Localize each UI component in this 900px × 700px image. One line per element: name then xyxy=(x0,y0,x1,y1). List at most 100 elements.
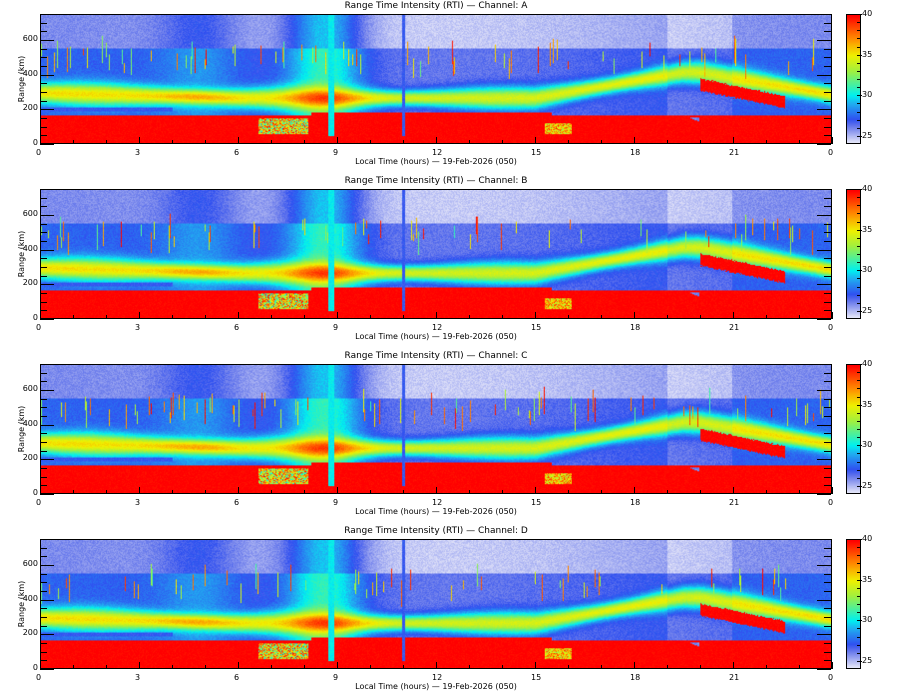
y-tick xyxy=(824,206,831,208)
colorbar-tick xyxy=(857,229,862,231)
x-tick-label: 6 xyxy=(234,323,240,332)
x-tick xyxy=(502,140,503,144)
x-tick xyxy=(733,487,734,494)
colorbar-tick xyxy=(857,372,860,374)
colorbar-tick xyxy=(857,380,860,382)
colorbar-tick xyxy=(857,189,862,190)
y-tick xyxy=(824,617,831,618)
y-tick xyxy=(40,424,54,426)
colorbar-tick xyxy=(857,87,860,89)
y-tick xyxy=(824,442,831,443)
y-tick-label: 400 xyxy=(22,418,38,428)
x-tick xyxy=(469,140,470,144)
x-tick xyxy=(436,137,437,144)
y-tick-label: 0 xyxy=(32,663,38,672)
y-tick xyxy=(824,126,831,128)
y-tick xyxy=(824,643,831,644)
x-tick xyxy=(733,312,734,319)
x-tick xyxy=(502,490,503,494)
y-tick xyxy=(824,267,831,268)
y-tick xyxy=(824,232,831,234)
y-tick xyxy=(824,450,831,452)
colorbar-tick xyxy=(857,135,862,137)
y-tick xyxy=(40,398,47,400)
panel-title: Range Time Intensity (RTI) — Channel: A xyxy=(344,1,528,11)
colorbar-tick xyxy=(857,14,862,15)
y-tick xyxy=(40,92,47,93)
y-tick xyxy=(40,476,47,478)
x-tick-label: 21 xyxy=(729,673,740,682)
colorbar xyxy=(846,189,861,319)
colorbar-gradient xyxy=(847,365,860,493)
y-tick xyxy=(40,14,47,15)
y-tick xyxy=(40,275,47,277)
y-tick xyxy=(824,468,831,469)
x-axis-label: Local Time (hours) — 19-Feb-2026 (050) xyxy=(355,682,517,691)
x-tick xyxy=(205,140,206,144)
x-tick-label: 0 xyxy=(828,498,834,507)
x-tick xyxy=(568,665,569,669)
x-tick xyxy=(799,665,800,669)
rti-panel-b: Range Time Intensity (RTI) — Channel: B 0… xyxy=(0,176,900,364)
y-tick xyxy=(40,48,47,50)
colorbar-tick-label: 40 xyxy=(862,9,873,18)
x-tick xyxy=(238,312,239,319)
colorbar-tick xyxy=(857,429,860,430)
colorbar-tick xyxy=(857,79,860,80)
y-tick xyxy=(824,100,831,102)
x-tick xyxy=(766,665,767,669)
y-tick xyxy=(40,144,54,145)
colorbar-tick-label: 35 xyxy=(862,574,873,584)
x-tick xyxy=(766,140,767,144)
y-axis-label: Range (km) xyxy=(16,55,26,103)
panel-title: Range Time Intensity (RTI) — Channel: D xyxy=(344,526,528,536)
x-tick xyxy=(469,665,470,669)
y-tick-label: 200 xyxy=(22,628,38,638)
x-tick xyxy=(601,315,602,319)
x-tick-label: 15 xyxy=(531,498,542,507)
y-tick xyxy=(40,118,47,119)
x-tick xyxy=(403,490,404,494)
x-tick xyxy=(40,312,41,319)
y-tick xyxy=(824,573,831,575)
x-tick-label: 0 xyxy=(36,323,42,332)
colorbar-tick-label: 35 xyxy=(862,49,873,59)
y-tick xyxy=(824,14,831,15)
x-tick xyxy=(205,490,206,494)
colorbar-tick xyxy=(857,62,860,64)
y-tick xyxy=(40,450,47,452)
y-tick xyxy=(40,206,47,208)
colorbar-tick xyxy=(857,95,862,97)
colorbar-tick xyxy=(857,46,860,48)
colorbar-tick xyxy=(857,245,860,247)
panel-title: Range Time Intensity (RTI) — Channel: C xyxy=(344,351,528,361)
y-tick-label: 200 xyxy=(22,453,38,463)
x-tick xyxy=(436,662,437,669)
x-tick xyxy=(337,137,338,144)
y-tick xyxy=(817,74,831,76)
x-tick xyxy=(700,140,701,144)
x-tick xyxy=(238,487,239,494)
y-tick xyxy=(824,189,831,190)
y-tick xyxy=(40,293,47,294)
x-tick xyxy=(601,665,602,669)
y-tick xyxy=(824,31,831,33)
y-tick-label: 400 xyxy=(22,593,38,603)
colorbar-tick xyxy=(857,579,862,581)
x-tick xyxy=(205,665,206,669)
colorbar-tick xyxy=(857,437,860,439)
x-tick xyxy=(469,490,470,494)
y-tick xyxy=(817,144,831,145)
y-tick xyxy=(824,301,831,303)
x-tick-label: 6 xyxy=(234,498,240,507)
y-tick xyxy=(40,66,47,67)
y-tick xyxy=(40,364,47,365)
x-tick xyxy=(403,315,404,319)
colorbar-tick xyxy=(857,461,860,463)
colorbar-tick-label: 40 xyxy=(862,534,873,543)
x-tick-label: 18 xyxy=(630,673,641,682)
colorbar-tick xyxy=(857,278,860,280)
x-tick xyxy=(337,662,338,669)
x-tick xyxy=(172,315,173,319)
y-tick xyxy=(40,643,47,644)
